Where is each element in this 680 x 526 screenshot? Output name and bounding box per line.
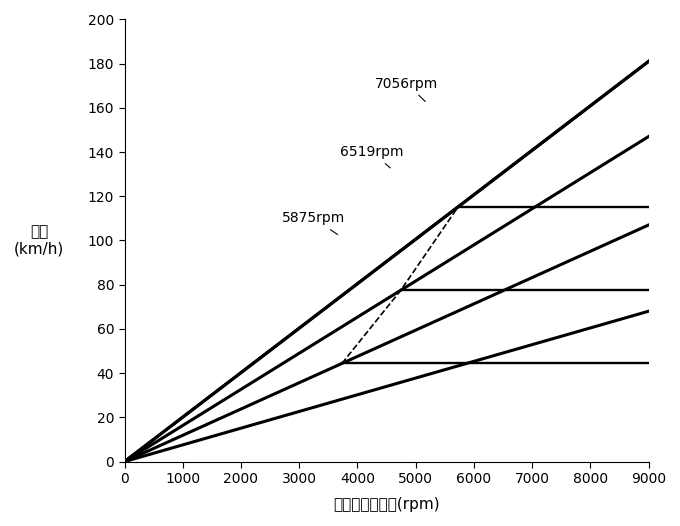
X-axis label: エンジン回転数(rpm): エンジン回転数(rpm) <box>333 497 440 512</box>
Text: 5875rpm: 5875rpm <box>282 211 345 235</box>
Y-axis label: 車速
(km/h): 車速 (km/h) <box>14 224 64 257</box>
Text: 7056rpm: 7056rpm <box>375 76 438 102</box>
Text: 6519rpm: 6519rpm <box>340 145 403 168</box>
